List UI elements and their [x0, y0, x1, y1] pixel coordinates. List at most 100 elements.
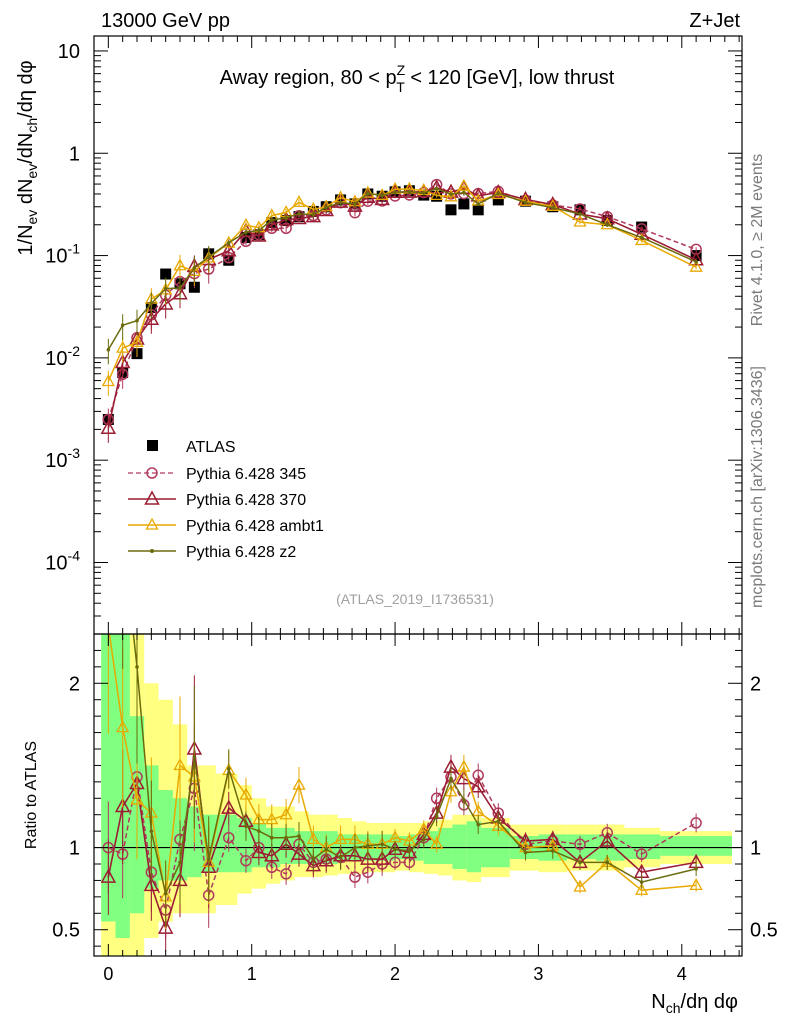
ratio-marker	[599, 832, 615, 847]
atlas-point	[240, 232, 252, 244]
series-marker	[457, 178, 471, 191]
ratio-marker	[550, 849, 555, 853]
series-marker	[444, 189, 458, 202]
ratio-marker	[173, 758, 187, 771]
y-axis-title: 1/Nev dNev/dNch/dη dφ	[15, 60, 40, 255]
ratio-marker	[349, 871, 361, 883]
ratio-marker	[116, 720, 130, 733]
ratio-marker	[130, 792, 144, 805]
y-tick-label: 10-2	[45, 343, 80, 370]
ratio-marker	[257, 829, 261, 833]
ratio-marker	[221, 799, 237, 814]
ratio-marker	[639, 880, 644, 884]
series-marker	[573, 214, 587, 227]
series-marker	[305, 208, 322, 223]
ratio-marker	[444, 784, 458, 797]
analysis-id: (ATLAS_2019_I1736531)	[336, 591, 494, 607]
svg-text:Pythia 6.428 ambt1: Pythia 6.428 ambt1	[186, 518, 324, 535]
series-marker	[476, 202, 481, 206]
series-marker	[353, 202, 357, 206]
mcplots-label: mcplots.cern.ch [arXiv:1306.3436]	[749, 366, 766, 608]
ratio-marker	[226, 766, 231, 771]
legend-item-370: Pythia 6.428 370	[128, 490, 306, 509]
ratio-marker	[240, 854, 252, 867]
ratio-marker	[163, 891, 168, 896]
ratio-marker	[135, 665, 139, 669]
ratio-marker	[291, 845, 307, 860]
ratio-marker	[265, 812, 279, 825]
ratio-tick-label-left: 2	[69, 673, 80, 695]
ratio-marker	[635, 882, 649, 895]
series-marker	[311, 212, 316, 217]
series-marker	[222, 235, 236, 248]
x-tick-label: 3	[533, 964, 543, 984]
ratio-marker	[496, 819, 501, 824]
legend-item-atlas: ATLAS	[147, 439, 236, 456]
series-marker	[324, 205, 329, 209]
y-tick-label: 10-4	[45, 547, 80, 574]
series-marker	[114, 353, 131, 369]
series-marker	[605, 222, 610, 227]
stat-band	[438, 827, 453, 864]
ratio-marker	[407, 849, 412, 853]
ratio-tick-label-right: 2	[750, 673, 761, 695]
legend: ATLAS Pythia 6.428 345 Pythia 6.428 370 …	[128, 439, 324, 561]
atlas-point	[690, 250, 702, 262]
series-marker	[291, 209, 307, 225]
svg-text:ATLAS: ATLAS	[186, 439, 236, 456]
series-marker	[206, 255, 211, 259]
series-line	[107, 186, 697, 429]
atlas-point	[492, 194, 504, 206]
legend-item-z2: Pythia 6.428 z2	[128, 544, 296, 561]
ratio-marker	[279, 807, 293, 820]
legend-item-ambt1: Pythia 6.428 ambt1	[128, 517, 324, 535]
ratio-marker	[462, 798, 466, 802]
stat-band	[466, 821, 482, 873]
ratio-marker	[143, 876, 160, 892]
ratio-marker	[380, 842, 384, 847]
series-marker	[264, 216, 280, 231]
series-marker	[690, 243, 702, 256]
series-marker	[550, 205, 555, 210]
series-marker	[496, 191, 501, 196]
ratio-marker	[107, 221, 111, 225]
y-tick-label: 10-3	[45, 445, 80, 472]
ratio-marker	[244, 824, 248, 829]
ratio-marker	[264, 847, 280, 862]
series-marker	[490, 183, 507, 199]
ratio-marker	[284, 835, 288, 840]
stat-band	[452, 824, 467, 869]
series-line	[107, 187, 697, 351]
ratio-tick-label-left: 0.5	[52, 920, 80, 942]
series-marker	[338, 200, 343, 205]
ratio-marker	[251, 843, 267, 859]
ratio-marker	[149, 829, 154, 833]
x-axis-title: Nch/dη dφ	[651, 991, 738, 1016]
ratio-marker	[292, 777, 306, 790]
ratio-marker	[239, 787, 253, 800]
ratio-marker	[100, 868, 117, 883]
x-tick-label: 0	[103, 964, 113, 984]
ratio-marker	[457, 759, 471, 772]
svg-text:Pythia 6.428 370: Pythia 6.428 370	[186, 492, 306, 509]
series-marker	[101, 374, 115, 387]
ratio-marker	[280, 868, 292, 880]
ratio-marker	[393, 847, 397, 852]
svg-text:Pythia 6.428 z2: Pythia 6.428 z2	[186, 544, 296, 561]
svg-text:Pythia 6.428 345: Pythia 6.428 345	[186, 466, 306, 483]
ratio-marker	[324, 847, 329, 852]
legend-dot-marker	[150, 549, 154, 553]
series-marker	[421, 191, 426, 195]
ratio-marker	[114, 797, 131, 813]
series-marker	[244, 230, 248, 234]
ratio-marker	[389, 856, 401, 869]
series-marker	[689, 259, 703, 272]
atlas-point	[160, 268, 172, 280]
ratio-series-layer	[100, 221, 704, 952]
series-marker	[428, 179, 445, 194]
ratio-marker	[523, 850, 528, 855]
x-tick-label: 1	[247, 964, 257, 984]
ratio-marker	[306, 832, 320, 845]
series-marker	[297, 211, 301, 216]
